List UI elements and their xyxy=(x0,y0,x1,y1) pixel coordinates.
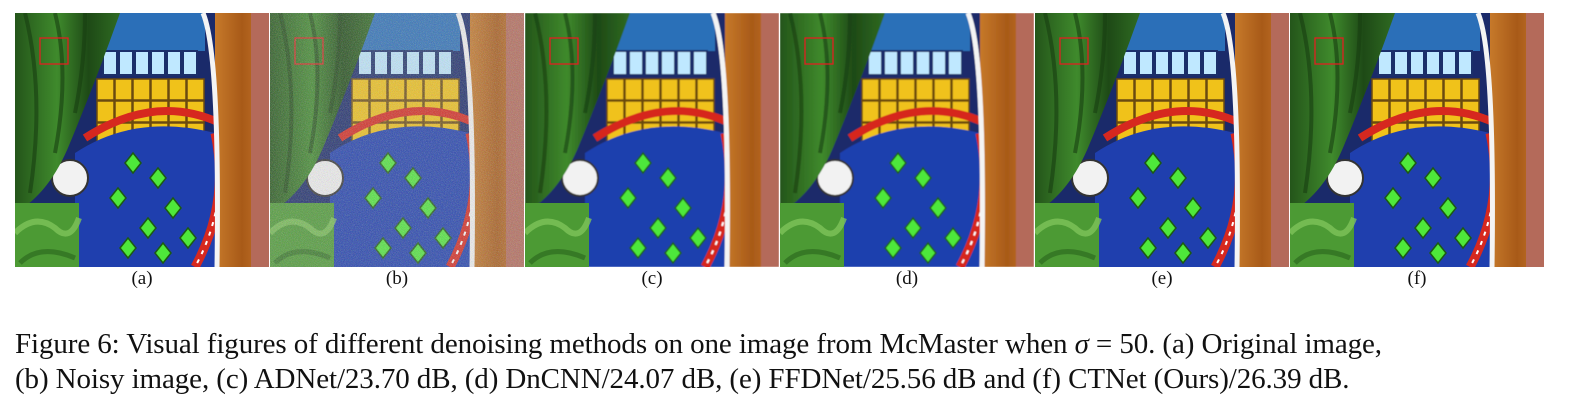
caption-line1-text: Visual figures of different denoising me… xyxy=(119,328,1075,360)
panel-image xyxy=(1035,13,1289,267)
panel-e-label: (e) xyxy=(1151,268,1173,289)
panel-e-ffdnet xyxy=(1035,13,1289,267)
figure-caption: Figure 6: Visual figures of different de… xyxy=(15,327,1575,397)
panel-a-label: (a) xyxy=(131,268,153,289)
panel-b-label: (b) xyxy=(385,268,409,289)
panel-image xyxy=(780,13,1034,267)
figure-panels xyxy=(15,13,1545,267)
panel-c-adnet xyxy=(525,13,779,267)
caption-line-2: (b) Noisy image, (c) ADNet/23.70 dB, (d)… xyxy=(15,363,1350,395)
caption-prefix: Figure 6: xyxy=(15,328,120,360)
panel-image xyxy=(525,13,779,267)
panel-image xyxy=(15,13,269,267)
panel-a-original xyxy=(15,13,269,267)
panel-d-label: (d) xyxy=(895,268,919,289)
panel-c-label: (c) xyxy=(641,268,663,289)
caption-sigma-value: = 50. (a) Original image, xyxy=(1088,328,1382,360)
sigma-symbol: σ xyxy=(1074,328,1089,360)
caption-line-1: Figure 6: Visual figures of different de… xyxy=(15,327,1575,362)
panel-b-noisy xyxy=(270,13,524,267)
panel-d-dncnn xyxy=(780,13,1034,267)
panel-f-label: (f) xyxy=(1407,268,1427,289)
panel-image xyxy=(270,13,524,267)
panel-f-ctnet xyxy=(1290,13,1544,267)
panel-image xyxy=(1290,13,1544,267)
